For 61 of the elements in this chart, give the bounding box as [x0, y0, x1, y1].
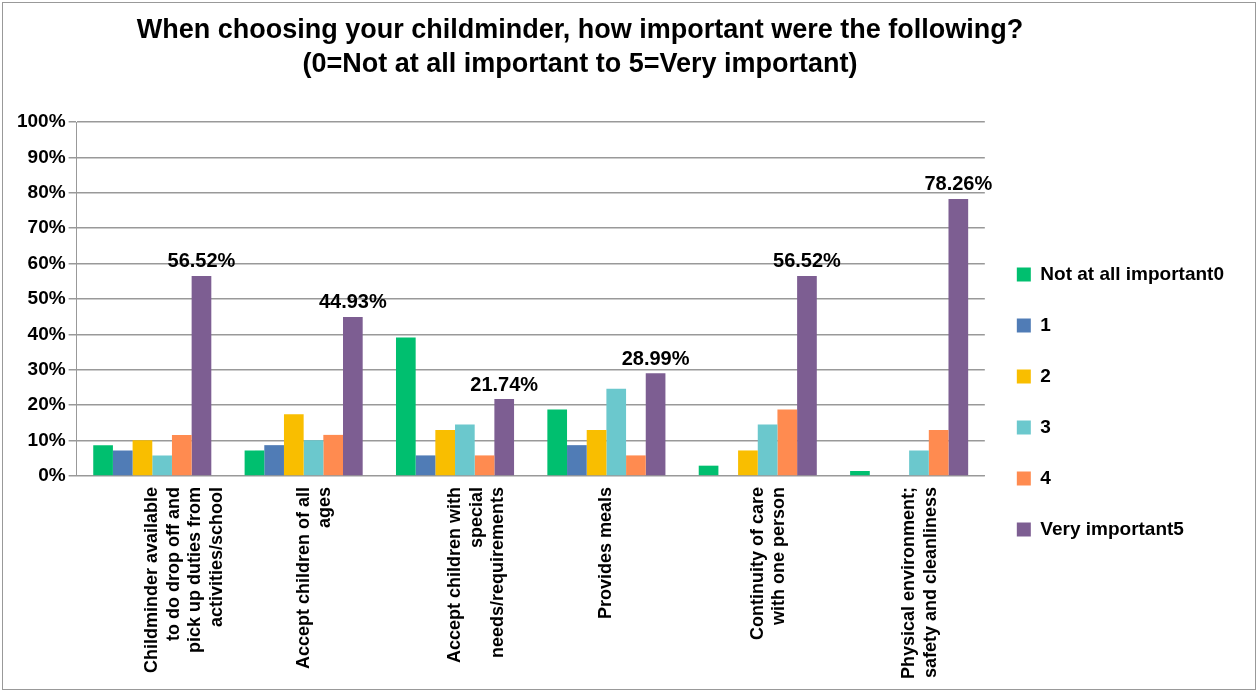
bar: [474, 455, 495, 476]
bar: [323, 434, 344, 476]
y-tick-label: 20%: [27, 393, 66, 415]
bar: [132, 440, 153, 476]
bar: [586, 429, 607, 476]
bar: [191, 275, 212, 476]
bar: [303, 440, 324, 476]
bar: [244, 450, 265, 476]
bar: [547, 409, 568, 476]
bar: [283, 414, 304, 476]
bar: [948, 198, 969, 476]
bar: [850, 470, 870, 476]
y-tick-label: 40%: [27, 322, 66, 344]
bar: [626, 455, 646, 476]
bar: [93, 445, 113, 476]
bar: [343, 316, 363, 476]
bar: [171, 434, 192, 476]
legend-label: 3: [1040, 415, 1051, 437]
bar: [415, 455, 436, 476]
data-label: 78.26%: [924, 172, 993, 195]
data-label: 21.74%: [470, 372, 539, 395]
chart-title: When choosing your childminder, how important were the following? (0=Not at all important to 5=Very important): [135, 13, 1025, 80]
bar: [455, 424, 475, 476]
x-tick-label: Childminder available to do drop off and pick up duties from activities/school: [141, 486, 227, 673]
y-tick-label: 30%: [27, 357, 66, 379]
x-tick-label: Provides meals: [595, 486, 616, 620]
bar: [797, 275, 817, 476]
bar: [928, 429, 949, 476]
bar: [152, 455, 172, 476]
y-tick-label: 100%: [16, 110, 66, 132]
x-tick-label: Accept children of all ages: [292, 486, 335, 669]
legend-label: Very important5: [1040, 517, 1185, 539]
legend-label: Not at all important0: [1040, 262, 1225, 284]
bar: [777, 409, 798, 476]
y-tick-label: 80%: [27, 181, 66, 203]
y-tick-label: 60%: [27, 251, 66, 273]
legend-label: 4: [1040, 466, 1052, 488]
data-label: 44.93%: [318, 290, 387, 313]
data-label: 28.99%: [621, 346, 690, 369]
bar: [909, 450, 929, 476]
bar: [494, 399, 515, 476]
legend-label: 1: [1040, 313, 1052, 335]
x-tick-label: Continuity of care with one person: [746, 486, 789, 640]
legend-label: 2: [1040, 364, 1051, 386]
bar: [567, 445, 587, 476]
bar: [757, 424, 778, 476]
bar: [606, 388, 627, 476]
bar: [645, 373, 666, 476]
bar: [738, 450, 758, 476]
y-tick-label: 90%: [27, 145, 66, 167]
bar: [112, 450, 133, 476]
data-label: 56.52%: [773, 249, 842, 272]
y-tick-label: 70%: [27, 216, 66, 238]
data-label: 56.52%: [167, 249, 236, 272]
bar: [698, 465, 719, 476]
bar: [435, 429, 456, 476]
bar: [395, 337, 416, 476]
y-tick-label: 50%: [27, 287, 66, 309]
y-tick-label: 0%: [38, 464, 66, 486]
bar: [264, 445, 284, 476]
y-tick-label: 10%: [27, 428, 66, 450]
